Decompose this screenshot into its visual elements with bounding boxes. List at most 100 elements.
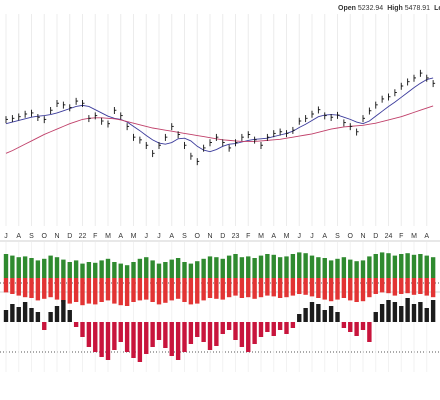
bar <box>424 308 429 322</box>
bar <box>303 308 308 322</box>
x-tick-label: M <box>131 233 137 240</box>
bar <box>271 278 276 297</box>
bar <box>163 322 168 348</box>
bar <box>277 278 283 298</box>
bar <box>137 278 143 301</box>
bar <box>54 306 60 322</box>
bar <box>93 278 98 305</box>
bar <box>214 322 219 346</box>
bar <box>335 278 340 300</box>
bar <box>214 257 219 278</box>
bar <box>277 322 283 330</box>
bar <box>175 278 181 299</box>
header-label: Low <box>434 5 440 12</box>
bar <box>22 278 28 298</box>
x-tick-label: J <box>298 233 302 240</box>
x-tick-label: A <box>271 233 276 240</box>
bar <box>150 278 155 302</box>
x-tick-label: D <box>220 233 225 240</box>
bar <box>226 278 232 298</box>
bar <box>246 256 251 278</box>
bar <box>348 278 353 301</box>
bar <box>124 265 130 278</box>
header-label: Open <box>338 5 356 12</box>
x-tick-label: J <box>145 233 149 240</box>
bar <box>252 258 257 278</box>
bar <box>80 278 85 306</box>
bar <box>303 278 308 295</box>
bar <box>54 257 60 278</box>
bar <box>367 278 372 298</box>
bar <box>386 253 391 278</box>
bar <box>348 322 353 332</box>
bar <box>118 278 123 306</box>
bar <box>399 278 404 294</box>
bar <box>341 278 347 298</box>
bar <box>386 300 391 322</box>
bar <box>405 253 410 278</box>
bar <box>246 278 251 298</box>
bar <box>297 314 302 322</box>
bar <box>411 278 417 295</box>
bar <box>430 278 436 298</box>
bar <box>29 258 34 278</box>
bar <box>379 252 385 278</box>
bar <box>105 258 111 278</box>
header-value: 5232.94 <box>358 5 383 12</box>
bar <box>175 322 181 360</box>
bar <box>188 278 194 305</box>
bar <box>29 308 34 322</box>
x-tick-label: 23 <box>232 233 240 240</box>
x-tick-label: M <box>105 233 111 240</box>
bar <box>214 278 219 299</box>
bar <box>207 256 213 278</box>
bar <box>124 322 130 352</box>
bar <box>86 262 92 278</box>
bar <box>284 256 289 278</box>
x-tick-label: N <box>54 233 59 240</box>
bar <box>105 322 111 360</box>
bar <box>99 260 104 278</box>
bar <box>10 304 15 322</box>
bar <box>373 312 378 322</box>
bar <box>182 322 187 352</box>
bar <box>379 278 385 293</box>
bar <box>169 322 174 356</box>
bar <box>392 255 398 278</box>
x-tick-label: M <box>284 233 290 240</box>
x-tick-label: S <box>335 233 340 240</box>
bar <box>118 322 123 342</box>
bar <box>233 254 238 278</box>
bar <box>195 261 200 278</box>
x-tick-label: F <box>246 233 250 240</box>
bar <box>42 278 47 299</box>
bar <box>137 322 143 362</box>
x-tick-label: O <box>195 233 201 240</box>
bar <box>367 322 372 342</box>
bar <box>16 257 21 278</box>
bar <box>67 262 72 278</box>
bar <box>386 278 391 294</box>
bar <box>42 258 47 278</box>
bar <box>258 278 264 298</box>
bar <box>373 278 378 294</box>
bar <box>335 258 340 278</box>
x-tick-label: M <box>258 233 264 240</box>
bar <box>169 259 174 278</box>
bar <box>80 322 85 337</box>
x-tick-label: O <box>42 233 48 240</box>
x-tick-label: F <box>399 233 403 240</box>
bar <box>105 278 111 301</box>
bar <box>54 278 60 300</box>
x-tick-label: S <box>182 233 187 240</box>
bar <box>411 304 417 322</box>
bar <box>411 254 417 278</box>
bar <box>328 306 334 322</box>
bar <box>61 259 66 278</box>
bar <box>354 278 359 302</box>
bar <box>405 298 410 322</box>
bar <box>169 278 174 301</box>
bar <box>424 278 429 296</box>
